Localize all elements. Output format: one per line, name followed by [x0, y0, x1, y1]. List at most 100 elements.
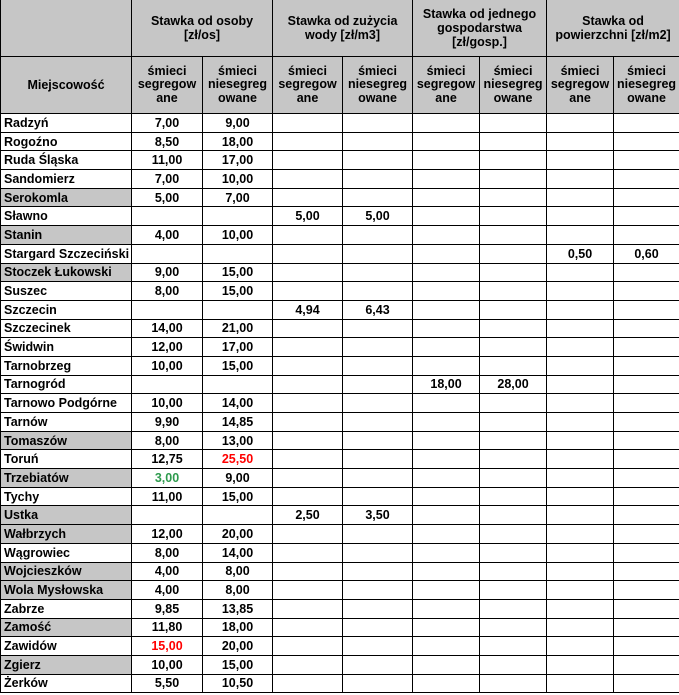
- rate-value-cell: [613, 169, 679, 189]
- table-row: Tarnowo Podgórne 10,00 14,00: [0, 393, 679, 413]
- rate-value-cell: 8,00: [131, 430, 203, 451]
- table-row: Trzebiatów 3,00 9,00: [0, 468, 679, 488]
- rate-value-cell: [479, 430, 548, 451]
- rate-value-cell: [546, 299, 615, 320]
- rate-value-cell: [479, 412, 548, 432]
- rate-value-cell: [613, 673, 679, 694]
- rate-value-cell: [342, 524, 414, 544]
- rate-value-cell: [479, 580, 548, 600]
- city-name-cell: Szczecinek: [0, 318, 132, 339]
- rate-value-cell: [479, 243, 548, 264]
- rate-value-cell: [546, 524, 615, 544]
- rate-value-cell: [272, 243, 344, 264]
- rate-value-cell: 9,85: [131, 598, 203, 619]
- rate-value-cell: [342, 187, 414, 208]
- rate-value-cell: [131, 206, 203, 227]
- rate-value-cell: [546, 636, 615, 656]
- table-row: Toruń 12,75 25,50: [0, 449, 679, 470]
- rate-value-cell: [613, 412, 679, 432]
- rate-value-cell: [613, 262, 679, 283]
- rate-value-cell: [546, 486, 615, 507]
- rate-value-cell: [342, 636, 414, 656]
- rate-value-cell: [479, 355, 548, 376]
- rate-value-cell: 14,00: [201, 393, 274, 413]
- rate-value-cell: 3,00: [131, 468, 203, 488]
- rate-value-cell: [613, 561, 679, 582]
- rate-value-cell: [131, 299, 203, 320]
- rate-value-cell: [412, 169, 481, 189]
- group-header-per-household: Stawka od jednego gospodarstwa [zł/gosp.…: [412, 0, 548, 57]
- city-name-cell: Trzebiatów: [0, 468, 132, 488]
- rate-value-cell: [479, 449, 548, 470]
- rate-value-cell: 4,00: [131, 580, 203, 600]
- rate-value-cell: 20,00: [201, 636, 274, 656]
- rate-value-cell: [613, 636, 679, 656]
- rate-value-cell: [412, 225, 481, 245]
- rate-value-cell: [342, 281, 414, 301]
- group-header-per-area: Stawka od powierzchni [zł/m2]: [546, 0, 679, 57]
- rate-value-cell: [342, 393, 414, 413]
- rate-value-cell: 10,00: [131, 654, 203, 675]
- rate-value-cell: 11,00: [131, 150, 203, 171]
- rate-value-cell: [613, 430, 679, 451]
- rate-value-cell: [342, 337, 414, 357]
- rate-value-cell: [613, 281, 679, 301]
- city-name-cell: Radzyń: [0, 113, 132, 133]
- rate-value-cell: [546, 598, 615, 619]
- rate-value-cell: [479, 206, 548, 227]
- rate-value-cell: [479, 542, 548, 563]
- rate-value-cell: [479, 505, 548, 526]
- rate-value-cell: [546, 150, 615, 171]
- rate-value-cell: 5,00: [131, 187, 203, 208]
- city-name-cell: Toruń: [0, 449, 132, 470]
- rate-value-cell: [613, 505, 679, 526]
- table-row: Rogoźno 8,50 18,00: [0, 131, 679, 152]
- table-row: Szczecin 4,94 6,43: [0, 299, 679, 320]
- rate-value-cell: [613, 580, 679, 600]
- rate-value-cell: [479, 524, 548, 544]
- rate-value-cell: [272, 355, 344, 376]
- rate-value-cell: [272, 561, 344, 582]
- rate-value-cell: [479, 299, 548, 320]
- rate-value-cell: [546, 393, 615, 413]
- rate-value-cell: [479, 486, 548, 507]
- rate-value-cell: [342, 449, 414, 470]
- rate-value-cell: 12,75: [131, 449, 203, 470]
- city-name-cell: Tomaszów: [0, 430, 132, 451]
- rate-value-cell: [272, 187, 344, 208]
- rate-value-cell: [479, 225, 548, 245]
- rate-value-cell: 20,00: [201, 524, 274, 544]
- rate-value-cell: [272, 542, 344, 563]
- rate-value-cell: 9,00: [131, 262, 203, 283]
- rate-value-cell: [342, 486, 414, 507]
- rate-value-cell: [546, 449, 615, 470]
- rate-value-cell: [412, 505, 481, 526]
- rate-value-cell: 0,50: [546, 243, 615, 264]
- subheader-unsegregated: śmieci niesegreg owane: [342, 56, 414, 114]
- rate-value-cell: [131, 505, 203, 526]
- rate-value-cell: [546, 468, 615, 488]
- rate-value-cell: [272, 393, 344, 413]
- rate-value-cell: 15,00: [201, 654, 274, 675]
- rate-value-cell: [272, 113, 344, 133]
- table-row: Zawidów 15,00 20,00: [0, 636, 679, 656]
- rate-value-cell: [613, 617, 679, 638]
- rate-value-cell: 13,00: [201, 430, 274, 451]
- rate-value-cell: [412, 449, 481, 470]
- rate-value-cell: [613, 524, 679, 544]
- rate-value-cell: [342, 617, 414, 638]
- rate-value-cell: [546, 225, 615, 245]
- rate-value-cell: [546, 169, 615, 189]
- rate-value-cell: 5,50: [131, 673, 203, 694]
- rate-value-cell: [412, 318, 481, 339]
- rate-value-cell: [613, 598, 679, 619]
- city-name-cell: Tarnów: [0, 412, 132, 432]
- rate-value-cell: [201, 505, 274, 526]
- rate-value-cell: 8,50: [131, 131, 203, 152]
- rate-value-cell: 15,00: [201, 486, 274, 507]
- city-name-cell: Żerków: [0, 673, 132, 694]
- rate-value-cell: [546, 337, 615, 357]
- rate-value-cell: 12,00: [131, 337, 203, 357]
- city-name-cell: Stanin: [0, 225, 132, 245]
- rate-value-cell: [412, 281, 481, 301]
